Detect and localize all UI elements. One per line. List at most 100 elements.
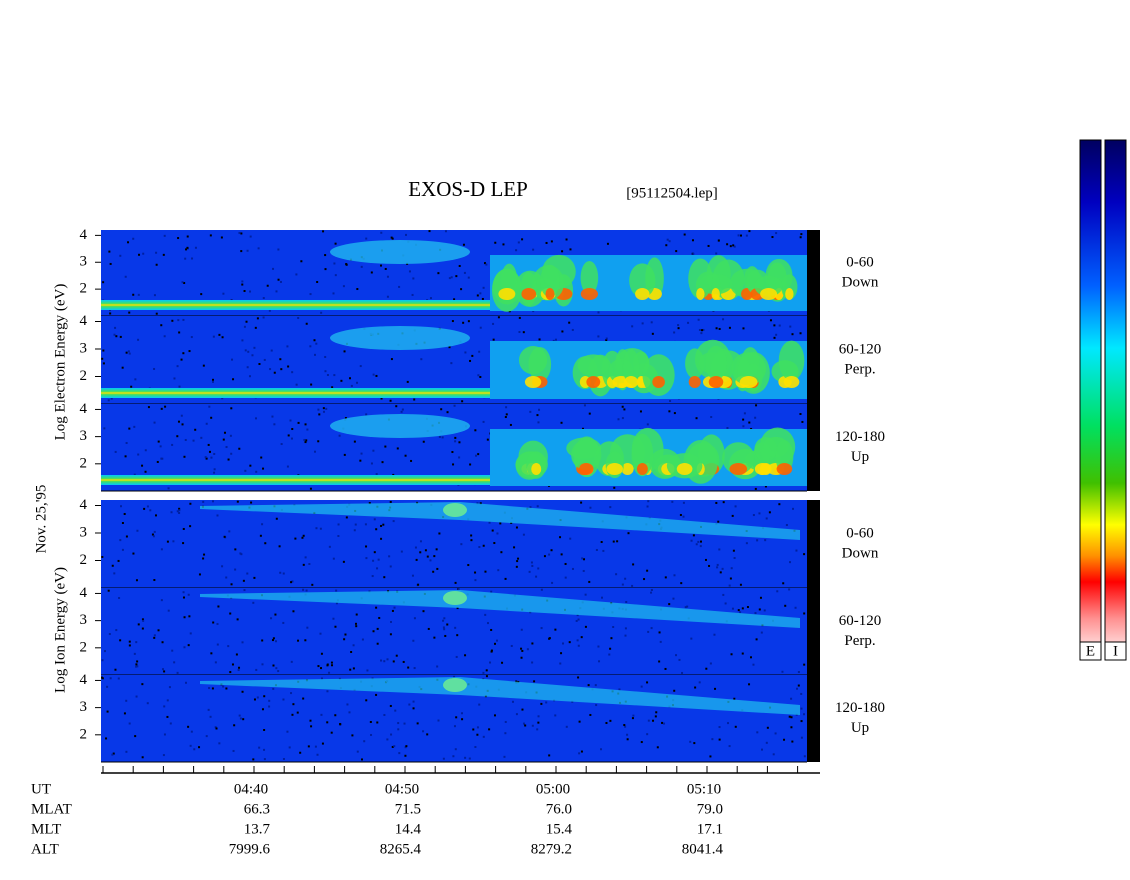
noise [264,542,267,545]
noise [595,704,598,707]
noise [324,370,327,373]
noise [229,671,232,674]
noise [334,625,337,628]
noise [309,345,312,348]
noise [647,719,650,722]
flux-patch [443,503,467,517]
noise [478,350,481,353]
noise [304,639,307,642]
noise [710,416,713,419]
noise [535,575,538,578]
noise [389,500,392,503]
noise [308,563,311,566]
noise [261,639,264,642]
noise [715,501,718,504]
flux-patch [524,376,542,388]
noise [467,276,470,279]
noise [759,596,762,599]
noise [609,719,612,722]
noise [123,512,126,515]
noise [121,522,124,525]
noise [664,667,667,670]
noise [624,627,627,630]
noise [646,733,649,736]
noise [279,280,282,283]
noise [617,418,620,421]
noise [212,621,215,624]
noise [282,758,285,761]
noise [673,412,676,415]
noise [210,652,213,655]
noise [454,436,457,439]
noise [289,419,292,422]
noise [263,748,266,751]
noise [755,404,758,407]
noise [255,417,258,420]
noise [453,725,456,728]
noise [314,353,317,356]
noise [363,740,366,743]
noise [446,411,449,414]
noise [378,616,381,619]
y-tick-label: 3 [80,340,88,356]
noise [625,601,628,604]
noise [672,597,675,600]
noise [408,703,411,706]
noise [240,250,243,253]
noise [490,650,493,653]
noise [386,275,389,278]
noise [485,675,488,678]
noise [381,461,384,464]
noise [477,453,480,456]
noise [242,579,245,582]
noise [537,421,540,424]
noise [502,243,505,246]
noise [405,745,408,748]
noise [359,459,362,462]
noise [783,738,786,741]
noise [135,641,138,644]
colorbar [1079,139,1102,661]
noise [239,552,242,555]
noise [229,612,232,615]
noise [697,540,700,543]
noise [130,385,133,388]
noise [479,292,482,295]
noise [492,338,495,341]
noise [412,277,415,280]
noise [800,707,803,710]
noise [365,557,368,560]
noise [588,580,591,583]
noise [321,742,324,745]
noise [274,613,277,616]
noise [314,745,317,748]
noise [501,661,504,664]
noise [241,280,244,283]
noise [180,414,183,417]
noise [232,749,235,752]
noise [149,509,152,512]
noise [476,502,479,505]
noise [398,752,401,755]
noise [294,537,297,540]
noise [669,400,672,403]
noise [436,665,439,668]
noise [529,410,532,413]
colorbar [1104,139,1127,661]
noise [578,720,581,723]
noise [589,713,592,716]
noise [597,335,600,338]
time-label: 04:50 [385,781,419,797]
noise [295,383,298,386]
pitch-direction: Down [842,274,879,290]
noise [479,502,482,505]
noise [184,438,187,441]
noise [128,640,131,643]
flux-patch [685,348,705,379]
noise [111,564,114,567]
y-tick-label: 4 [80,497,88,513]
noise [176,365,179,368]
noise [776,590,779,593]
noise [155,514,158,517]
noise [452,755,455,758]
